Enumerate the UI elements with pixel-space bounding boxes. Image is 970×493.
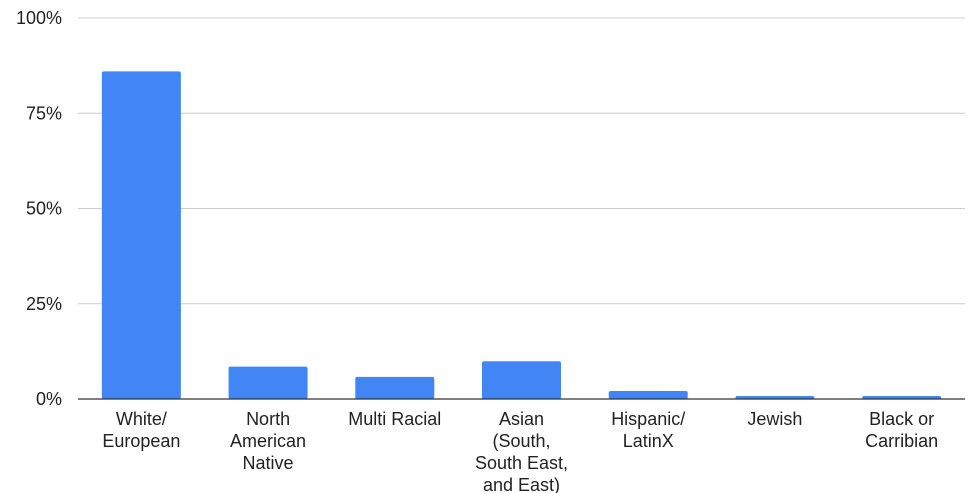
gridlines: [78, 17, 965, 305]
x-category-label-line: LatinX: [623, 431, 674, 451]
y-tick-label: 25%: [26, 294, 62, 314]
x-category-label-line: South East,: [475, 453, 568, 473]
x-category-label: Hispanic/LatinX: [611, 409, 685, 451]
bar: [355, 376, 435, 399]
bar: [735, 395, 815, 399]
bar: [101, 71, 181, 399]
x-category-label-line: Multi Racial: [348, 409, 441, 429]
y-tick-label: 0%: [36, 389, 62, 409]
x-category-label-line: Black or: [869, 409, 934, 429]
bar: [862, 395, 942, 399]
x-category-label-line: Native: [243, 453, 294, 473]
y-tick-label: 75%: [26, 103, 62, 123]
x-category-label-line: Jewish: [747, 409, 802, 429]
x-category-label-line: North: [246, 409, 290, 429]
x-category-label: North American Native: [230, 409, 306, 473]
bar: [608, 390, 688, 399]
y-tick-label: 100%: [16, 8, 62, 28]
x-category-label-line: Carribian: [865, 431, 938, 451]
y-axis-tick-labels: 0% 25% 50% 75% 100%: [16, 8, 62, 409]
x-category-label-line: Asian: [499, 409, 544, 429]
x-category-label: Asian (South, South East, and East): [475, 409, 568, 493]
x-category-label: White/European: [102, 409, 180, 451]
bars: [101, 71, 942, 399]
x-category-label: Black or Carribian: [865, 409, 938, 451]
x-category-label-line: White/: [116, 409, 167, 429]
bar: [482, 361, 561, 399]
x-category-label-line: (South,: [492, 431, 550, 451]
x-axis-category-labels: White/European North American Native Multi R…: [102, 409, 938, 493]
x-category-label-line: American: [230, 431, 306, 451]
x-category-label-line: and East): [483, 475, 560, 493]
x-category-label: Jewish: [747, 409, 802, 429]
bar: [228, 366, 308, 399]
x-category-label-line: European: [102, 431, 180, 451]
x-category-label: Multi Racial: [348, 409, 441, 429]
y-tick-label: 50%: [26, 199, 62, 219]
x-category-label-line: Hispanic/: [611, 409, 685, 429]
